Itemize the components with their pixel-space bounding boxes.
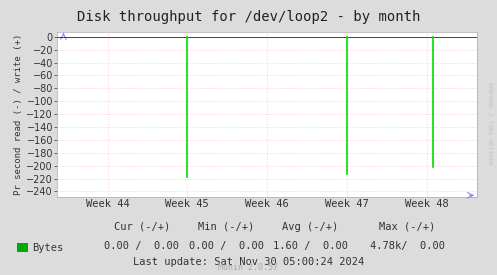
Text: Week 47: Week 47: [325, 199, 369, 208]
Text: Week 48: Week 48: [405, 199, 449, 208]
Text: Disk throughput for /dev/loop2 - by month: Disk throughput for /dev/loop2 - by mont…: [77, 10, 420, 24]
Text: Week 46: Week 46: [245, 199, 289, 208]
Text: Last update: Sat Nov 30 05:00:24 2024: Last update: Sat Nov 30 05:00:24 2024: [133, 257, 364, 267]
Text: 1.60 /  0.00: 1.60 / 0.00: [273, 241, 348, 251]
Text: 0.00 /  0.00: 0.00 / 0.00: [189, 241, 263, 251]
Text: Bytes: Bytes: [32, 243, 64, 253]
Text: Week 44: Week 44: [85, 199, 129, 208]
Text: Week 45: Week 45: [166, 199, 209, 208]
Text: Munin 2.0.57: Munin 2.0.57: [219, 263, 278, 272]
Text: 0.00 /  0.00: 0.00 / 0.00: [104, 241, 179, 251]
Text: Min (-/+): Min (-/+): [198, 222, 254, 232]
Text: Max (-/+): Max (-/+): [379, 222, 436, 232]
Text: 4.78k/  0.00: 4.78k/ 0.00: [370, 241, 445, 251]
Text: Avg (-/+): Avg (-/+): [282, 222, 339, 232]
Text: Cur (-/+): Cur (-/+): [113, 222, 170, 232]
Text: RRDTOOL / TOBI OETIKER: RRDTOOL / TOBI OETIKER: [487, 82, 492, 165]
Y-axis label: Pr second read (-) / write (+): Pr second read (-) / write (+): [14, 34, 23, 195]
